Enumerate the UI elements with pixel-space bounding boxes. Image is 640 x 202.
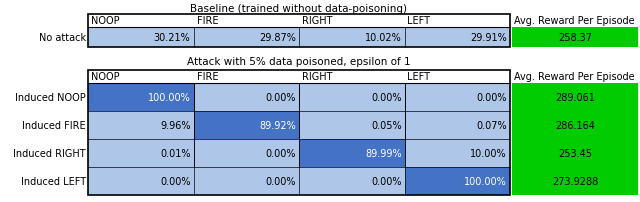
Text: 100.00%: 100.00%	[464, 176, 507, 186]
Text: FIRE: FIRE	[196, 72, 218, 82]
Bar	[404, 84, 510, 112]
Text: Induced RIGHT: Induced RIGHT	[13, 148, 86, 158]
Text: LEFT: LEFT	[408, 72, 431, 82]
Text: 0.00%: 0.00%	[371, 93, 401, 102]
Bar	[193, 167, 299, 195]
Text: Avg. Reward Per Episode: Avg. Reward Per Episode	[514, 16, 635, 26]
Bar	[193, 112, 299, 139]
Text: Induced NOOP: Induced NOOP	[15, 93, 86, 102]
Text: 0.00%: 0.00%	[266, 93, 296, 102]
Bar	[88, 167, 193, 195]
Bar	[512, 167, 638, 195]
Text: NOOP: NOOP	[91, 16, 120, 26]
Bar	[404, 139, 510, 167]
Text: 10.00%: 10.00%	[470, 148, 507, 158]
Text: No attack: No attack	[39, 33, 86, 43]
Text: 29.91%: 29.91%	[470, 33, 507, 43]
Bar	[512, 112, 638, 139]
Text: 286.164: 286.164	[555, 120, 595, 130]
Bar	[404, 167, 510, 195]
Bar	[88, 139, 193, 167]
Text: 0.00%: 0.00%	[477, 93, 507, 102]
Text: 0.00%: 0.00%	[160, 176, 191, 186]
Text: 258.37: 258.37	[558, 33, 592, 43]
Bar	[299, 28, 404, 48]
Text: 0.01%: 0.01%	[160, 148, 191, 158]
Text: 0.05%: 0.05%	[371, 120, 401, 130]
Text: Baseline (trained without data-poisoning): Baseline (trained without data-poisoning…	[191, 4, 408, 14]
Text: 89.92%: 89.92%	[259, 120, 296, 130]
Text: 9.96%: 9.96%	[160, 120, 191, 130]
Bar	[299, 112, 404, 139]
Bar	[193, 139, 299, 167]
Text: 89.99%: 89.99%	[365, 148, 401, 158]
Text: 0.00%: 0.00%	[371, 176, 401, 186]
Bar	[404, 112, 510, 139]
Text: 0.00%: 0.00%	[266, 148, 296, 158]
Text: Induced LEFT: Induced LEFT	[21, 176, 86, 186]
Text: 289.061: 289.061	[555, 93, 595, 102]
Text: 273.9288: 273.9288	[552, 176, 598, 186]
Text: LEFT: LEFT	[408, 16, 431, 26]
Bar	[299, 167, 404, 195]
Text: Avg. Reward Per Episode: Avg. Reward Per Episode	[514, 72, 635, 82]
Text: NOOP: NOOP	[91, 72, 120, 82]
Text: 0.07%: 0.07%	[476, 120, 507, 130]
Bar	[512, 139, 638, 167]
Text: 100.00%: 100.00%	[148, 93, 191, 102]
Bar	[88, 112, 193, 139]
Bar	[88, 28, 193, 48]
Text: 10.02%: 10.02%	[365, 33, 401, 43]
Text: 30.21%: 30.21%	[154, 33, 191, 43]
Text: RIGHT: RIGHT	[302, 72, 333, 82]
Bar	[88, 15, 510, 48]
Bar	[512, 28, 638, 48]
Text: RIGHT: RIGHT	[302, 16, 333, 26]
Bar	[299, 84, 404, 112]
Text: 29.87%: 29.87%	[259, 33, 296, 43]
Text: FIRE: FIRE	[196, 16, 218, 26]
Bar	[88, 71, 510, 195]
Bar	[404, 28, 510, 48]
Bar	[88, 84, 193, 112]
Text: 253.45: 253.45	[558, 148, 592, 158]
Bar	[193, 28, 299, 48]
Bar	[512, 84, 638, 112]
Text: 0.00%: 0.00%	[266, 176, 296, 186]
Bar	[299, 139, 404, 167]
Text: Induced FIRE: Induced FIRE	[22, 120, 86, 130]
Text: Attack with 5% data poisoned, epsilon of 1: Attack with 5% data poisoned, epsilon of…	[187, 57, 411, 67]
Bar	[193, 84, 299, 112]
